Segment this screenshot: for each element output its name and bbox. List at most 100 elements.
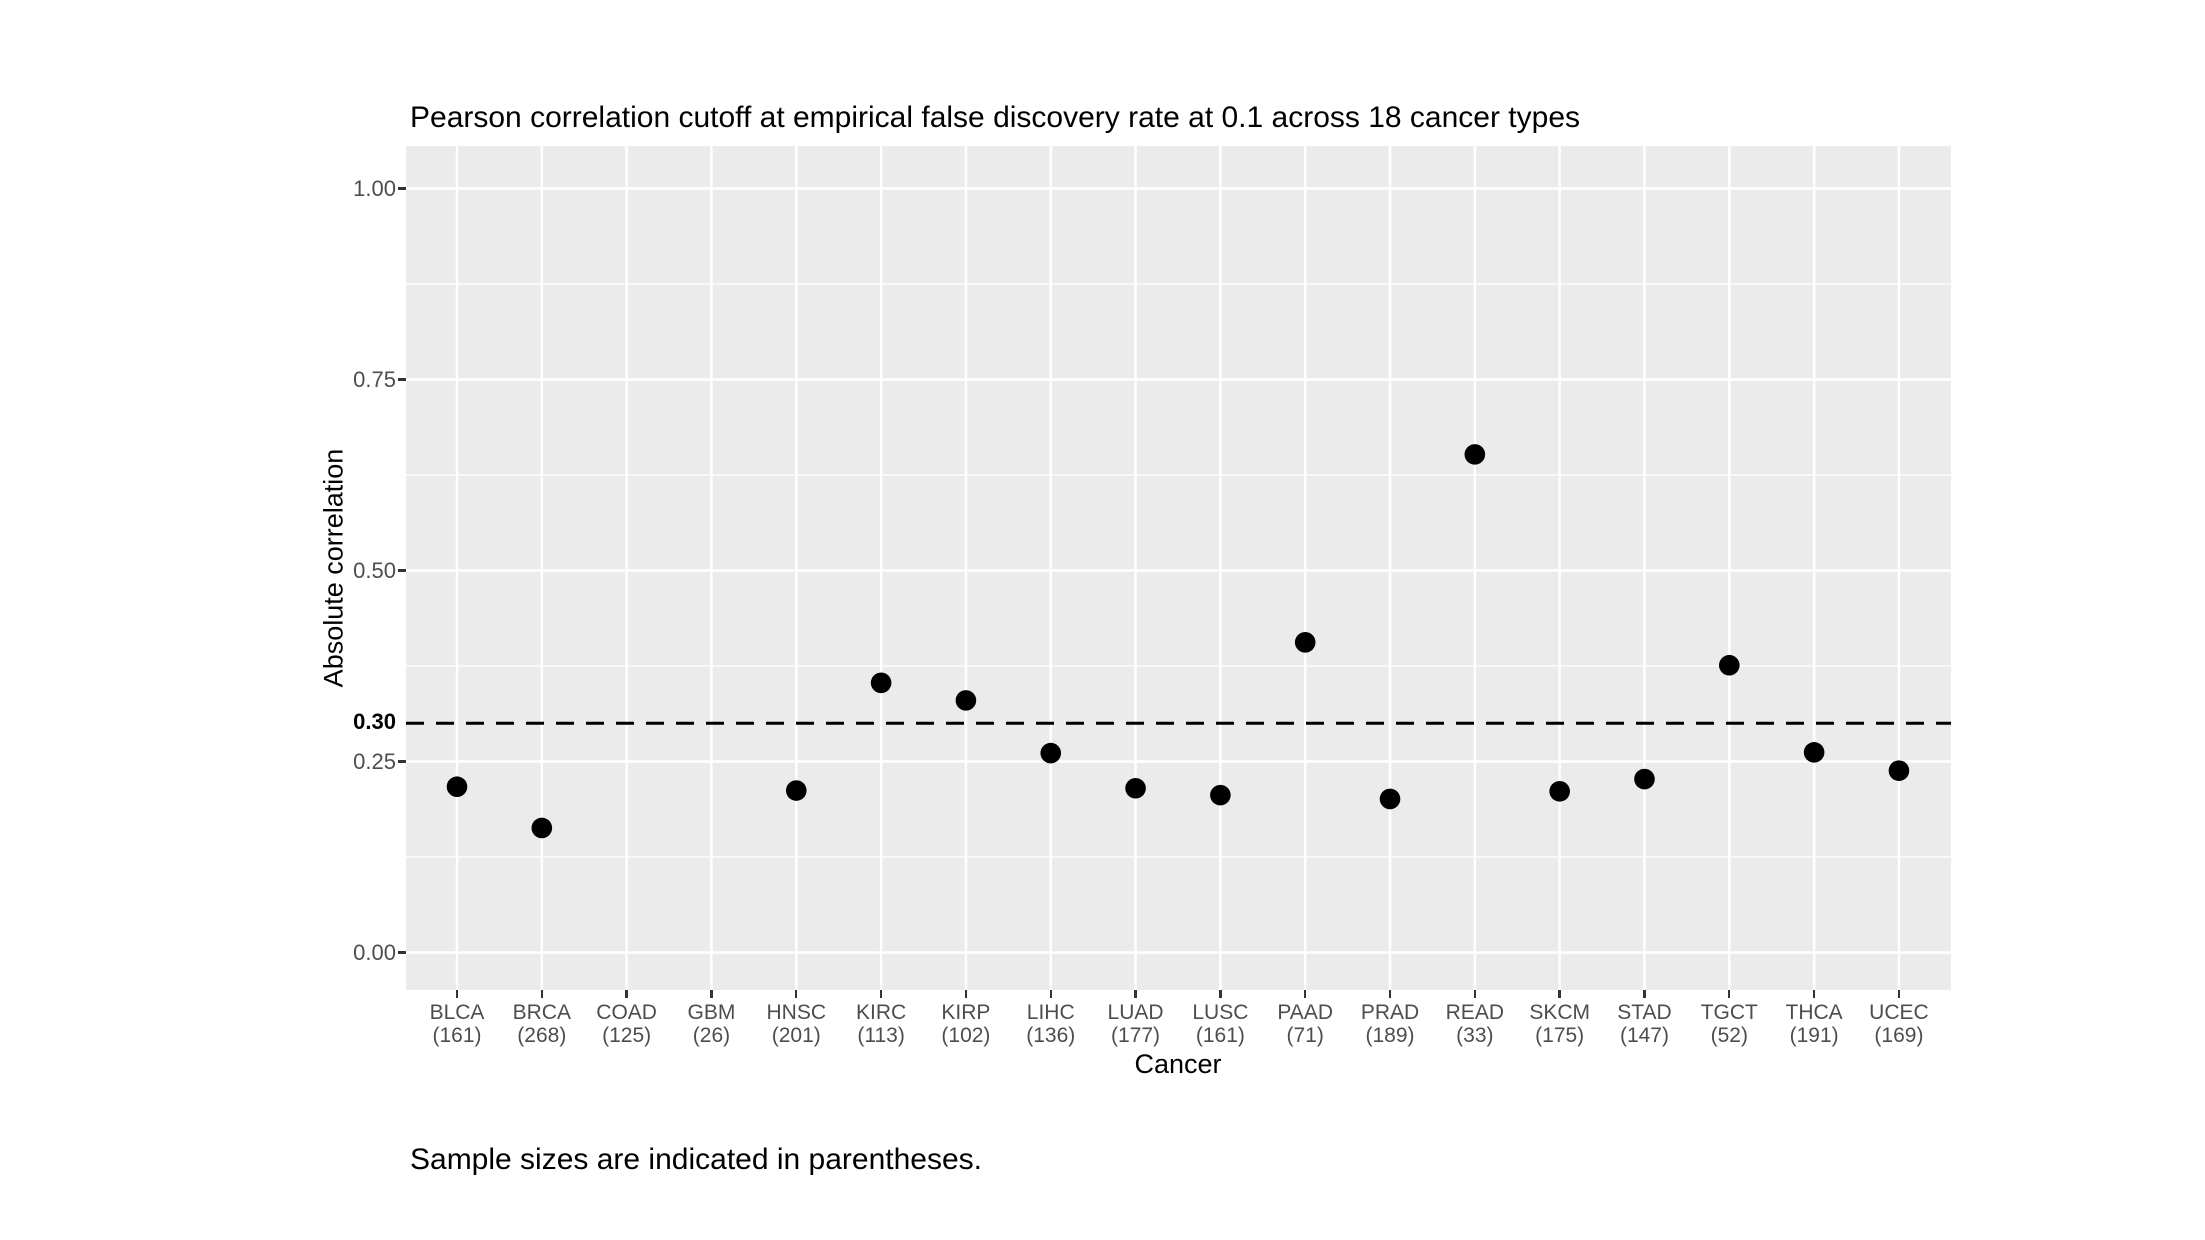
cutoff-tick-label: 0.30 xyxy=(353,709,396,735)
x-tick-mark xyxy=(1304,990,1307,998)
y-tick-label: 0.50 xyxy=(353,557,396,583)
plot-panel xyxy=(406,146,1951,990)
cancer-code: LUSC xyxy=(1192,1001,1249,1024)
sample-size: (136) xyxy=(1026,1024,1076,1047)
cancer-code: READ xyxy=(1445,1001,1504,1024)
y-tick-label: 0.00 xyxy=(353,939,396,965)
cancer-code: HNSC xyxy=(766,1001,827,1024)
data-point-lusc xyxy=(1210,784,1231,806)
sample-size: (191) xyxy=(1789,1024,1839,1047)
sample-size: (169) xyxy=(1874,1024,1924,1047)
data-point-lihc xyxy=(1040,742,1062,764)
cancer-code: KIRC xyxy=(856,1001,907,1024)
cancer-code: GBM xyxy=(687,1001,736,1024)
x-tick-label-lihc: LIHC (136) xyxy=(986,1001,1116,1047)
x-tick-mark xyxy=(1643,990,1646,998)
data-point-skcm xyxy=(1549,780,1570,802)
x-tick-label-lusc: LUSC (161) xyxy=(1155,1001,1285,1047)
x-tick-mark xyxy=(1558,990,1561,998)
cancer-code: BLCA xyxy=(429,1001,485,1024)
sample-size: (175) xyxy=(1535,1024,1585,1047)
x-tick-mark xyxy=(540,990,543,998)
sample-size: (33) xyxy=(1456,1024,1494,1047)
cancer-code: PRAD xyxy=(1360,1001,1420,1024)
x-tick-mark xyxy=(1728,990,1731,998)
sample-size: (26) xyxy=(692,1024,731,1047)
x-tick-label-gbm: GBM (26) xyxy=(646,1001,776,1047)
x-tick-label-tgct: TGCT (52) xyxy=(1664,1001,1794,1047)
x-tick-mark xyxy=(964,990,968,998)
x-tick-mark xyxy=(1897,990,1901,998)
x-tick-mark xyxy=(1134,990,1137,998)
data-point-read xyxy=(1464,444,1486,465)
data-point-stad xyxy=(1634,768,1655,790)
x-tick-label-brca: BRCA (268) xyxy=(477,1001,607,1047)
minor-gridlines xyxy=(406,283,1951,858)
data-point-hnsc xyxy=(785,780,807,801)
data-point-blca xyxy=(446,776,468,798)
data-point-luad xyxy=(1125,777,1146,799)
x-tick-label-kirc: KIRC (113) xyxy=(816,1001,946,1047)
y-tick-mark xyxy=(398,378,406,381)
x-tick-mark xyxy=(455,990,459,998)
sample-size: (177) xyxy=(1111,1024,1161,1047)
x-tick-mark xyxy=(625,990,628,998)
y-tick-mark xyxy=(398,569,406,572)
y-tick-mark xyxy=(398,760,406,763)
sample-size: (147) xyxy=(1619,1024,1669,1047)
points xyxy=(446,444,1910,839)
sample-size: (161) xyxy=(1195,1024,1245,1047)
cancer-code: STAD xyxy=(1617,1001,1672,1024)
x-tick-label-luad: LUAD (177) xyxy=(1071,1001,1201,1047)
x-tick-label-ucec: UCEC (169) xyxy=(1834,1001,1964,1047)
cancer-code: BRCA xyxy=(512,1001,571,1024)
chart-title: Pearson correlation cutoff at empirical … xyxy=(410,101,1581,134)
x-tick-label-paad: PAAD (71) xyxy=(1240,1001,1370,1047)
x-tick-label-prad: PRAD (189) xyxy=(1325,1001,1455,1047)
sample-size: (189) xyxy=(1365,1024,1415,1047)
x-tick-mark xyxy=(1388,990,1392,998)
x-tick-mark xyxy=(1812,990,1816,998)
x-tick-mark xyxy=(1473,990,1477,998)
cancer-code: COAD xyxy=(596,1001,657,1024)
x-tick-mark xyxy=(1219,990,1222,998)
cancer-code: UCEC xyxy=(1869,1001,1929,1024)
major-v-gridlines xyxy=(455,146,1901,990)
cancer-code: PAAD xyxy=(1277,1001,1333,1024)
y-tick-mark xyxy=(398,951,406,954)
footer-note: Sample sizes are indicated in parenthese… xyxy=(410,1143,982,1176)
sample-size: (268) xyxy=(517,1024,567,1047)
sample-size: (125) xyxy=(602,1024,652,1047)
cancer-code: THCA xyxy=(1785,1001,1843,1024)
data-point-kirc xyxy=(870,672,892,694)
sample-size: (161) xyxy=(432,1024,482,1047)
data-point-prad xyxy=(1379,788,1401,810)
x-tick-label-hnsc: HNSC (201) xyxy=(731,1001,861,1047)
x-tick-mark xyxy=(795,990,798,998)
cancer-code: LIHC xyxy=(1026,1001,1075,1024)
sample-size: (102) xyxy=(941,1024,991,1047)
cancer-code: TGCT xyxy=(1700,1001,1758,1024)
data-point-paad xyxy=(1294,632,1316,653)
cancer-code: KIRP xyxy=(941,1001,991,1024)
x-tick-mark xyxy=(879,990,883,998)
x-tick-label-coad: COAD (125) xyxy=(562,1001,692,1047)
y-tick-mark xyxy=(398,187,406,190)
sample-size: (71) xyxy=(1286,1024,1324,1047)
y-tick-label: 1.00 xyxy=(353,175,396,201)
x-tick-label-blca: BLCA (161) xyxy=(392,1001,522,1047)
sample-size: (113) xyxy=(857,1024,905,1047)
cancer-code: LUAD xyxy=(1107,1001,1164,1024)
x-tick-label-skcm: SKCM (175) xyxy=(1495,1001,1625,1047)
x-tick-label-thca: THCA (191) xyxy=(1749,1001,1879,1047)
y-tick-label: 0.25 xyxy=(353,748,396,774)
data-point-tgct xyxy=(1719,654,1740,676)
cancer-code: SKCM xyxy=(1529,1001,1590,1024)
x-tick-label-kirp: KIRP (102) xyxy=(901,1001,1031,1047)
x-tick-mark xyxy=(1049,990,1052,998)
data-point-brca xyxy=(531,817,553,839)
data-point-ucec xyxy=(1888,760,1910,781)
x-axis-title: Cancer xyxy=(1134,1049,1222,1079)
data-point-thca xyxy=(1803,742,1825,763)
y-tick-label: 0.75 xyxy=(353,366,396,392)
